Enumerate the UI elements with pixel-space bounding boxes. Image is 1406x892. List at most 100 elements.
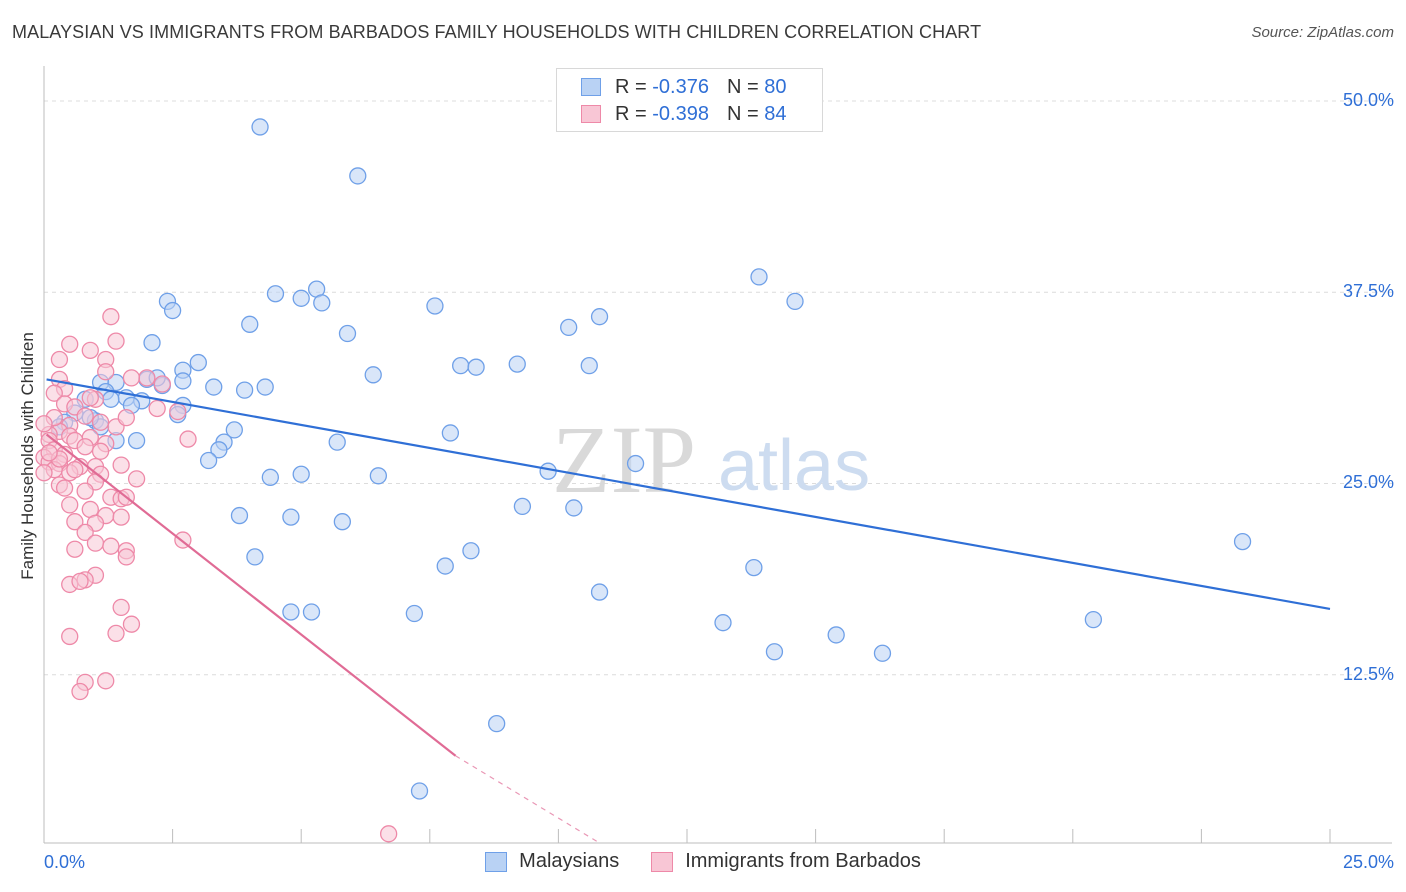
malaysians-point (225, 421, 243, 439)
barbados-point (153, 375, 171, 393)
barbados-point (76, 407, 94, 425)
y-tick-label: 12.5% (1342, 663, 1394, 684)
barbados-point (50, 350, 69, 369)
malaysians-point (590, 583, 609, 601)
barbados-point (35, 464, 53, 482)
barbados-point (112, 508, 130, 526)
barbados-point (148, 399, 166, 418)
legend-n-value: 80 (764, 75, 787, 98)
malaysians-point (786, 292, 804, 311)
malaysians-point (189, 353, 207, 372)
malaysians-point (292, 289, 310, 307)
legend-n-label: N = (726, 102, 759, 125)
y-axis-label: Family Households with Children (18, 332, 37, 580)
barbados-point (81, 341, 99, 359)
malaysians-point (467, 358, 485, 376)
malaysians-point (873, 644, 892, 662)
barbados-point (91, 413, 110, 431)
malaysians-point (205, 378, 223, 396)
malaysians-point (1084, 610, 1103, 629)
series-legend-barbados[interactable]: Immigrants from Barbados (651, 850, 921, 873)
malaysians-point (462, 542, 480, 560)
barbados-point (61, 335, 79, 353)
series-legend: Malaysians Immigrants from Barbados (0, 850, 1406, 873)
legend-swatch-malaysians (485, 851, 508, 872)
malaysians-point (560, 318, 578, 337)
malaysians-point (426, 297, 444, 315)
malaysians-point (282, 603, 300, 621)
barbados-point (112, 456, 130, 474)
malaysians-point (302, 603, 321, 621)
legend-r-label: R = (615, 75, 647, 98)
y-tick-label: 37.5% (1342, 281, 1394, 302)
malaysians-point (256, 378, 274, 396)
malaysians-point (313, 294, 331, 312)
malaysians-point (765, 643, 784, 661)
malaysians-point (590, 308, 609, 326)
legend-r-label: R = (615, 102, 647, 125)
legend-row-malaysians: R = -0.376 N = 80 (581, 74, 786, 100)
barbados-point (76, 482, 94, 500)
barbados-point (102, 537, 120, 555)
series-legend-malaysians[interactable]: Malaysians (485, 850, 619, 873)
barbados-point (379, 825, 398, 843)
barbados-point (122, 369, 141, 387)
malaysians-point (333, 513, 352, 531)
malaysians-point (266, 285, 285, 303)
malaysians-point (508, 355, 526, 373)
malaysians-point (246, 548, 264, 566)
barbados-point (71, 572, 89, 591)
barbados-point (45, 384, 63, 402)
malaysians-point (338, 324, 357, 343)
malaysians-point (745, 558, 763, 577)
barbados-point (61, 496, 79, 514)
barbados-point (61, 627, 79, 646)
barbados-point (76, 523, 94, 542)
barbados-trend-line (45, 433, 457, 757)
barbados-point (179, 430, 197, 448)
malaysians-point (328, 433, 346, 451)
malaysians-point (102, 390, 120, 408)
malaysians-point (827, 626, 845, 644)
barbados-point (97, 363, 115, 381)
malaysians-point (282, 508, 300, 526)
legend-swatch-barbados (581, 105, 601, 123)
barbados-point (138, 369, 156, 387)
malaysians-point (292, 465, 310, 483)
y-tick-label: 25.0% (1342, 472, 1394, 493)
malaysians-point (565, 499, 583, 517)
barbados-point (66, 540, 84, 558)
barbados-point (66, 513, 84, 531)
malaysians-point (452, 356, 470, 375)
barbados-point (117, 548, 135, 566)
correlation-legend: R = -0.376 N = 80 R = -0.398 N = 84 (556, 68, 823, 132)
malaysians-point (174, 372, 192, 390)
malaysians-point (235, 381, 254, 399)
barbados-point (102, 308, 120, 326)
barbados-point (169, 402, 187, 421)
series-legend-label: Immigrants from Barbados (685, 850, 921, 872)
series-legend-label: Malaysians (519, 850, 620, 872)
x-tick-label-min: 0.0% (44, 852, 86, 872)
barbados-point (107, 624, 125, 643)
malaysians-point (251, 118, 269, 136)
barbados-point (40, 444, 58, 462)
source-label: Source: ZipAtlas.com (1251, 24, 1394, 41)
legend-swatch-malaysians (581, 78, 601, 96)
barbados-point (122, 615, 141, 633)
legend-r-value: -0.376 (652, 75, 709, 98)
barbados-trend-extension (455, 755, 600, 844)
malaysians-point (410, 782, 429, 800)
watermark-zip: ZIP (552, 406, 696, 513)
malaysians-point (513, 497, 532, 516)
malaysians-point (349, 167, 367, 185)
malaysians-point (1233, 532, 1252, 551)
barbados-point (66, 461, 84, 479)
malaysians-point (369, 467, 388, 485)
barbados-point (112, 598, 130, 617)
malaysians-point (436, 557, 454, 575)
malaysians-point (626, 454, 645, 473)
malaysians-point (230, 506, 249, 525)
chart-title: MALAYSIAN VS IMMIGRANTS FROM BARBADOS FA… (12, 22, 982, 42)
